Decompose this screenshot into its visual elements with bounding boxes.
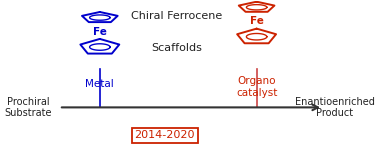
Text: Fe: Fe	[250, 16, 263, 26]
Text: Chiral Ferrocene: Chiral Ferrocene	[131, 11, 222, 21]
Text: Metal: Metal	[85, 79, 114, 89]
Text: Enantioenriched
Product: Enantioenriched Product	[295, 97, 375, 118]
Text: Fe: Fe	[93, 27, 107, 37]
Text: Scaffolds: Scaffolds	[151, 44, 202, 54]
Text: Prochiral
Substrate: Prochiral Substrate	[5, 97, 52, 118]
Text: 2014-2020: 2014-2020	[134, 130, 195, 140]
Text: Organo
catalyst: Organo catalyst	[236, 76, 277, 98]
